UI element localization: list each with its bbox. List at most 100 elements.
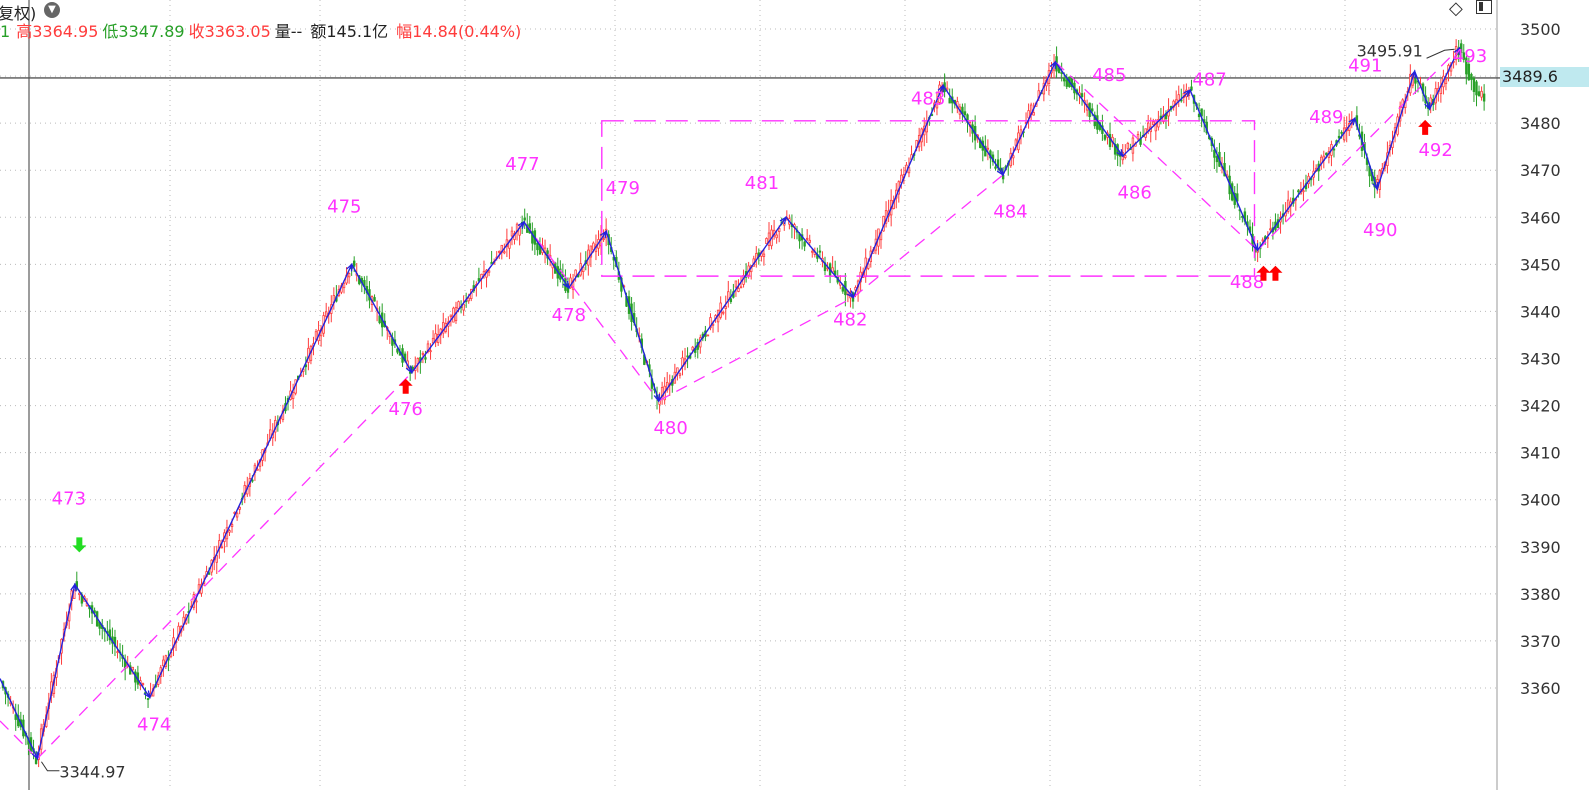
segment-prefix: 1 [0,22,11,41]
candle-body [1472,77,1476,92]
candle-body [462,303,465,311]
candle-body [722,311,725,314]
candle-body [141,683,145,686]
volume-label: 量-- [274,22,303,41]
candle-body [734,280,738,288]
wave-label-489: 489 [1309,107,1343,128]
candle-body [195,600,198,603]
candle-body [1470,73,1473,80]
candle-body [449,314,453,318]
candle-body [841,287,845,292]
candle-body [434,333,437,343]
wave-label-487: 487 [1192,69,1226,90]
amount-label: 额 [310,22,327,41]
candle-body [503,251,506,254]
candle-body [1032,112,1035,116]
candle-body [1213,149,1216,158]
buy-arrow-icon [1256,265,1271,281]
buy-arrow-icon [1418,119,1433,135]
wave-label-480: 480 [653,418,687,439]
candle-body [1012,155,1015,159]
wave-arrowhead [1409,69,1416,79]
candle-body [1027,110,1030,119]
candle-body [238,506,241,510]
candle-body [424,357,427,360]
low-value: 3347.89 [118,22,185,41]
chevron-down-icon[interactable]: ▼ [44,2,60,18]
candle-body [1269,228,1272,231]
candle-body [777,228,781,232]
candle-body [1325,152,1328,156]
ytick-label: 3460 [1520,208,1561,227]
current-price-label: 3489.6 [1500,66,1589,87]
candle-body [228,530,231,533]
candle-body [1261,239,1264,242]
candle-body [994,166,997,169]
candle-body [78,592,81,595]
candle-body [569,277,572,289]
trend-channel-line [852,174,1004,298]
ytick-label: 3480 [1520,114,1561,133]
candle-body [948,98,951,104]
candle-body [1162,114,1165,123]
candle-body [1340,131,1343,134]
candle-body [1332,148,1336,151]
candle-body [342,282,346,289]
candle-body [1136,134,1140,140]
wave-arrowhead [1049,60,1057,69]
candle-body [1157,119,1160,128]
candle-body [767,232,771,246]
candle-body [602,238,605,241]
candle-body [945,87,949,91]
range-label: 幅 [396,22,413,41]
ytick-label: 3440 [1520,302,1561,321]
ytick-label: 3400 [1520,491,1561,510]
wave-arrowhead [996,167,1004,177]
wave-label-477: 477 [505,154,539,175]
wave-arrowhead [1116,149,1124,158]
candle-body [818,250,822,253]
candle-body [113,636,117,647]
wave-arrowhead [562,280,570,290]
panel-toggle-icon[interactable] [1476,0,1492,14]
trend-channel-line [36,372,413,760]
diamond-icon[interactable]: ◇ [1449,0,1463,19]
candle-body [666,382,669,391]
candle-body [490,261,493,264]
candle-body [1014,139,1018,146]
wave-arrowhead [31,751,39,761]
wave-arrowhead [1424,102,1431,111]
candle-body [1108,133,1112,147]
candle-body [1197,113,1201,118]
candle-body [727,291,730,300]
candle-body [523,217,526,221]
candle-body [1152,121,1155,126]
wave-label-485: 485 [1092,65,1126,86]
candle-body [1465,57,1468,75]
ytick-label: 3370 [1520,632,1561,651]
candle-body [737,288,740,292]
candle-body [162,659,165,667]
candle-body [1080,93,1084,98]
candle-body [808,239,811,243]
candle-body [1103,134,1107,140]
wave-arrowhead [517,220,525,229]
ytick-label: 3450 [1520,255,1561,274]
candle-body [811,250,814,253]
candle-body [207,572,211,575]
wave-arrowhead [779,215,787,225]
candle-body [256,468,259,471]
candle-body [477,278,481,282]
range-value: 14.84(0.44%) [412,22,522,41]
candle-body [457,301,460,309]
ytick-label: 3360 [1520,679,1561,698]
candle-body [833,270,837,275]
consolidation-box [601,120,1256,277]
trend-channel-line [0,720,38,760]
candle-body [589,245,593,258]
candle-body [347,273,351,278]
candle-body [729,298,733,303]
candle-body [131,666,134,671]
